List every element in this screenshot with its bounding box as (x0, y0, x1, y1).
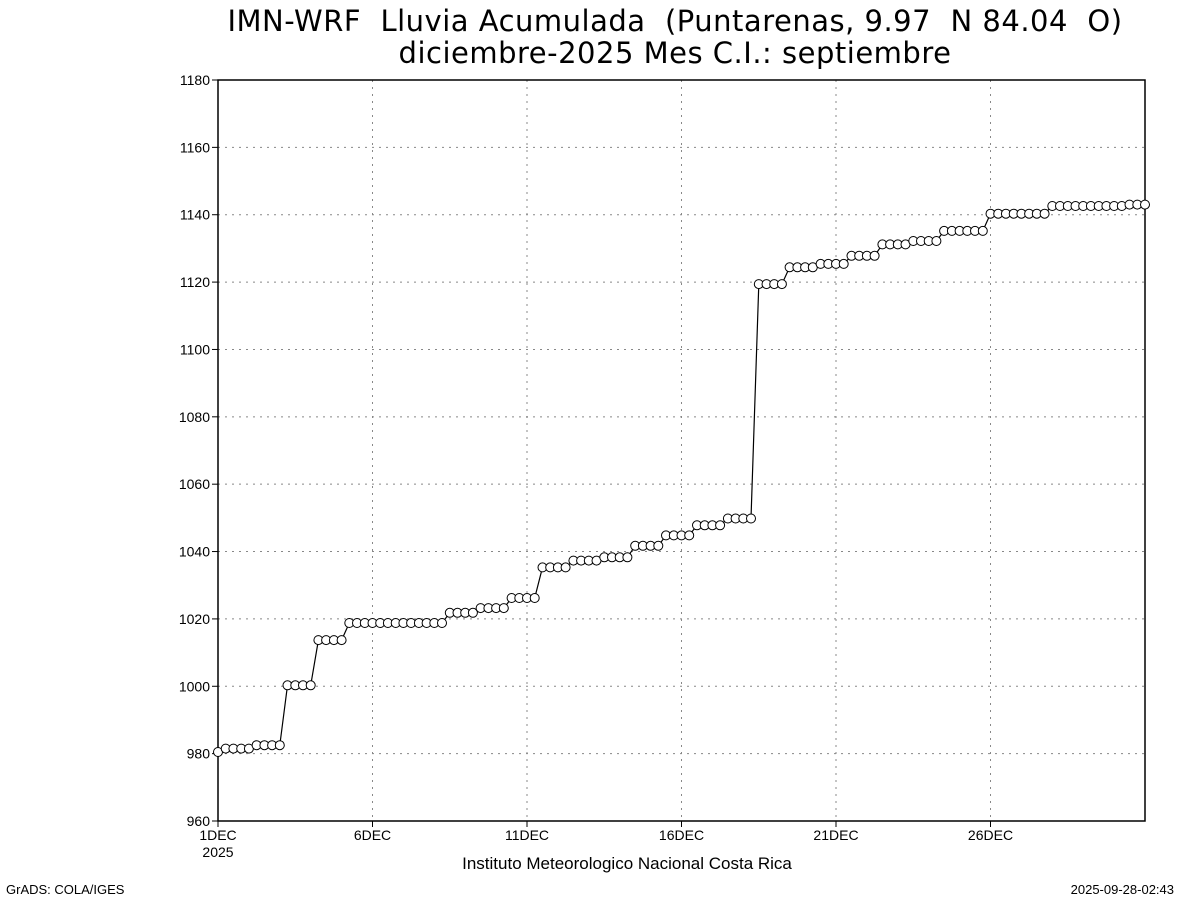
data-point-marker (622, 552, 633, 563)
y-tick-label: 1160 (180, 139, 210, 155)
y-tick-label: 980 (187, 746, 211, 762)
y-tick-label: 1040 (179, 544, 210, 560)
chart-subtitle: diciembre-2025 Mes C.I.: septiembre (398, 36, 952, 70)
x-tick-label: 21DEC (813, 827, 858, 843)
x-tick-label: 11DEC (505, 827, 549, 843)
data-point-marker (715, 520, 726, 531)
x-tick-label: 16DEC (659, 827, 704, 843)
chart-title: IMN-WRF Lluvia Acumulada (Puntarenas, 9.… (227, 4, 1123, 38)
data-point-marker (746, 513, 756, 524)
plot-frame (217, 79, 1146, 822)
y-tick-label: 1060 (179, 476, 210, 492)
data-point-marker (560, 562, 571, 573)
data-point-marker (684, 530, 695, 541)
x-tick-label: 1DEC (199, 827, 236, 843)
x-tick-sublabel: 2025 (202, 844, 233, 860)
y-tick-label: 1080 (179, 409, 210, 425)
footer-left-text: GrADS: COLA/IGES (6, 882, 125, 897)
y-tick-label: 1120 (180, 274, 210, 290)
data-point-marker (274, 740, 285, 751)
x-axis-label: Instituto Meteorologico Nacional Costa R… (462, 854, 792, 873)
x-tick-label: 26DEC (968, 827, 1013, 843)
data-point-marker (305, 680, 316, 691)
series-layer (213, 199, 1150, 757)
axis-layer: 960 980 1000 1020 1040 1060 1080 1100 1120 1140 11… (179, 72, 1146, 860)
grid-layer (218, 80, 1145, 821)
y-tick-label: 1140 (180, 207, 210, 223)
data-point-marker (1140, 199, 1150, 210)
y-tick-label: 1000 (179, 678, 210, 694)
data-point-marker (838, 258, 849, 269)
data-point-marker (529, 593, 540, 603)
data-point-marker (977, 225, 988, 236)
data-point-marker (869, 250, 880, 261)
data-point-marker (437, 618, 447, 628)
data-point-marker (931, 236, 942, 246)
y-tick-label: 1100 (180, 341, 210, 357)
data-point-marker (467, 607, 478, 618)
y-tick-label: 960 (187, 813, 211, 829)
data-point-marker (336, 635, 347, 646)
x-tick-label: 6DEC (354, 827, 391, 843)
y-tick-label: 1020 (179, 611, 210, 627)
y-tick-label: 1180 (180, 72, 210, 88)
data-point-marker (653, 540, 664, 551)
data-point-marker (776, 279, 787, 290)
data-point-marker (498, 603, 509, 614)
data-point-marker (1039, 208, 1050, 219)
footer-right-timestamp: 2025-09-28-02:43 (1070, 882, 1174, 897)
